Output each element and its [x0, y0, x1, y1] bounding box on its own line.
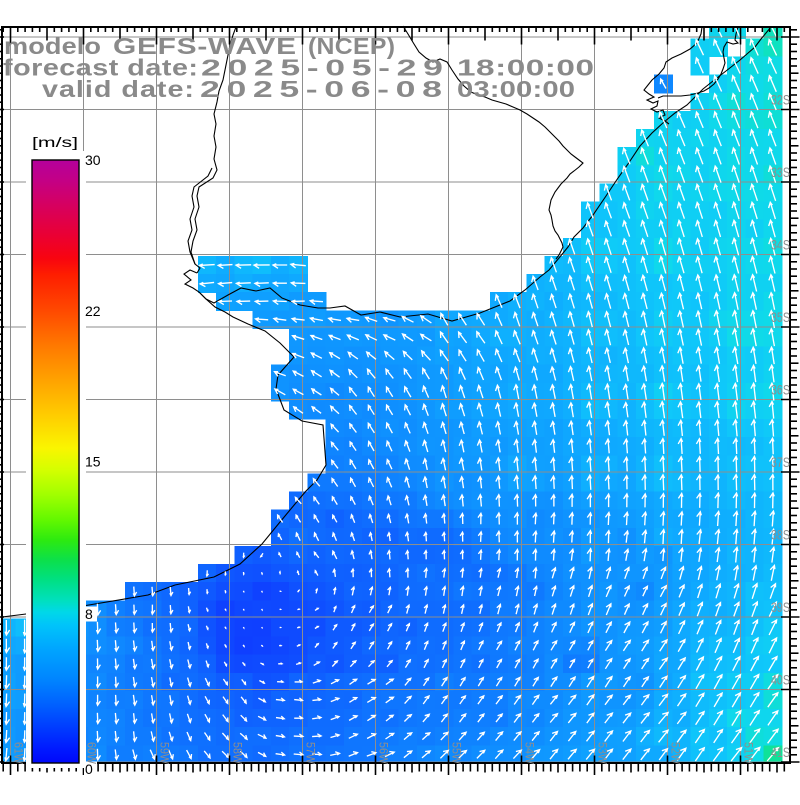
svg-text:57W: 57W — [304, 742, 316, 764]
svg-text:8: 8 — [85, 606, 93, 622]
svg-text:03:00:00: 03:00:00 — [457, 76, 575, 102]
svg-text:59W: 59W — [158, 742, 170, 764]
svg-text:40S: 40S — [771, 672, 790, 688]
svg-text:valid date:: valid date: — [42, 76, 194, 103]
svg-text:34S: 34S — [771, 237, 790, 253]
svg-text:38S: 38S — [771, 527, 790, 543]
svg-text:[m/s]: [m/s] — [32, 134, 78, 150]
svg-text:30: 30 — [85, 152, 101, 168]
svg-text:0: 0 — [85, 761, 93, 777]
svg-text:modelo: modelo — [4, 34, 101, 60]
svg-text:forecast date:: forecast date: — [3, 54, 198, 81]
svg-text:54W: 54W — [523, 742, 535, 764]
svg-text:37S: 37S — [771, 454, 790, 470]
svg-text:39S: 39S — [771, 599, 790, 615]
svg-text:15: 15 — [85, 454, 101, 470]
svg-text:32S: 32S — [771, 92, 790, 108]
svg-text:61W: 61W — [12, 742, 24, 764]
svg-text:60W: 60W — [85, 742, 97, 764]
svg-text:22: 22 — [85, 303, 101, 319]
svg-text:(NCEP): (NCEP) — [308, 34, 395, 60]
svg-text:18:00:00: 18:00:00 — [457, 55, 594, 81]
svg-text:55W: 55W — [450, 742, 462, 764]
svg-text:51W: 51W — [742, 742, 754, 764]
svg-text:41S: 41S — [771, 744, 790, 760]
svg-text:52W: 52W — [669, 742, 681, 764]
svg-text:53W: 53W — [596, 742, 608, 764]
svg-text:GEFS-WAVE: GEFS-WAVE — [113, 33, 296, 59]
svg-text:58W: 58W — [231, 742, 243, 764]
svg-text:33S: 33S — [771, 164, 790, 180]
svg-text:36S: 36S — [771, 382, 790, 398]
svg-text:35S: 35S — [771, 309, 790, 325]
svg-text:56W: 56W — [377, 742, 389, 764]
